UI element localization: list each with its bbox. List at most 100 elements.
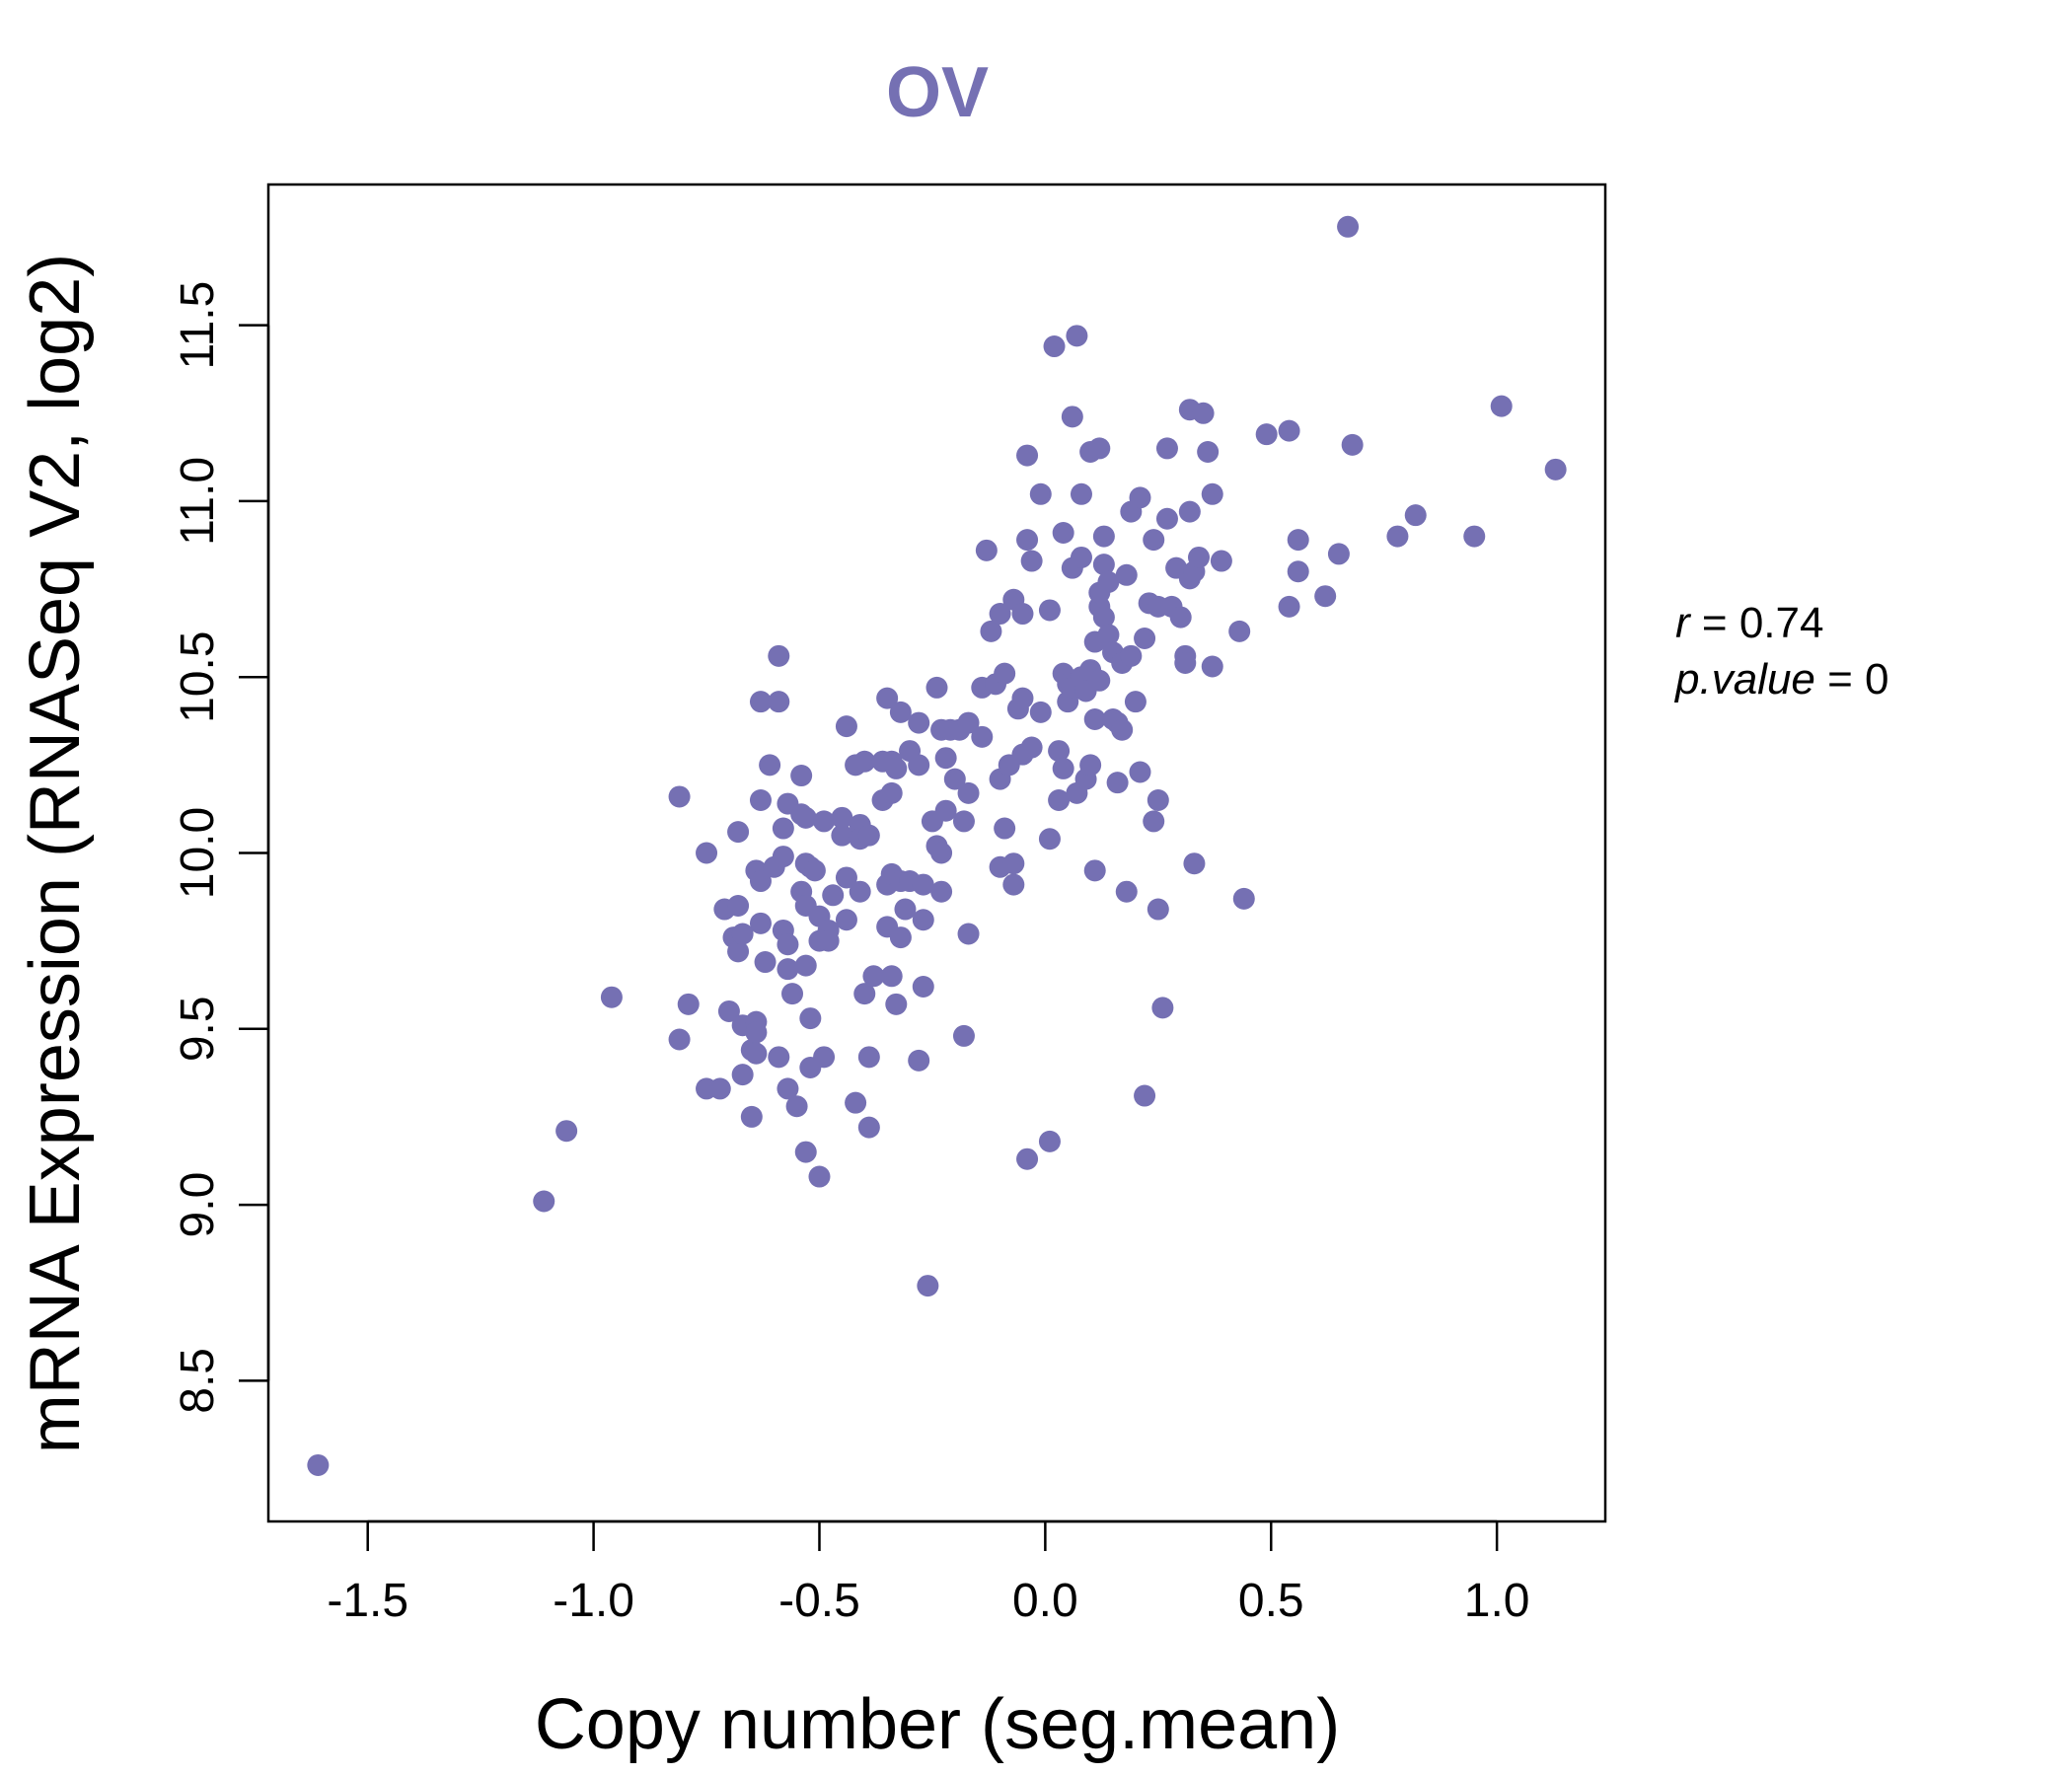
data-point xyxy=(1011,603,1034,626)
data-point xyxy=(1327,543,1350,565)
data-point xyxy=(727,940,750,963)
data-point xyxy=(781,983,804,1005)
y-axis-label: mRNA Expression (RNASeq V2, log2) xyxy=(16,254,95,1453)
data-point xyxy=(754,951,777,974)
data-point xyxy=(1066,325,1088,347)
data-point xyxy=(731,1064,754,1086)
data-point xyxy=(835,909,857,931)
data-point xyxy=(1147,789,1169,812)
data-point xyxy=(1129,761,1151,783)
data-point xyxy=(768,691,790,713)
data-point xyxy=(600,986,623,1008)
data-point xyxy=(1052,522,1074,545)
data-point xyxy=(908,711,930,734)
p-value: 0 xyxy=(1865,655,1888,703)
y-tick-label: 9.0 xyxy=(172,1172,224,1238)
data-point xyxy=(1011,687,1034,709)
y-tick-label: 10.5 xyxy=(172,630,224,722)
x-tick-label: 0.5 xyxy=(1238,1575,1304,1627)
y-tick-label: 9.5 xyxy=(172,996,224,1062)
data-point xyxy=(1020,736,1043,759)
data-point xyxy=(1134,1084,1156,1107)
data-point xyxy=(1255,423,1278,446)
data-point xyxy=(1287,560,1309,583)
data-point xyxy=(808,1165,831,1188)
data-point xyxy=(1147,898,1169,921)
data-point xyxy=(849,880,871,903)
data-point xyxy=(930,880,953,903)
data-point xyxy=(1070,546,1092,568)
data-point xyxy=(1129,486,1151,509)
data-point xyxy=(1386,525,1409,548)
data-point xyxy=(668,785,691,808)
data-point xyxy=(768,1046,790,1069)
data-point xyxy=(1043,335,1066,358)
data-point xyxy=(952,1024,975,1047)
data-point xyxy=(971,725,994,748)
y-tick-label: 8.5 xyxy=(172,1348,224,1414)
data-point xyxy=(777,1077,799,1100)
data-point xyxy=(857,1116,880,1139)
data-point xyxy=(1201,482,1223,505)
data-point xyxy=(880,965,903,988)
data-point xyxy=(1016,444,1039,467)
data-point xyxy=(1016,1147,1039,1170)
data-point xyxy=(1463,525,1486,548)
x-tick-label: 0.0 xyxy=(1012,1575,1078,1627)
x-tick-label: -1.5 xyxy=(327,1575,408,1627)
data-point xyxy=(1120,644,1143,667)
data-point xyxy=(1106,772,1129,794)
data-point xyxy=(1038,1130,1061,1152)
data-point xyxy=(880,781,903,804)
data-point xyxy=(777,958,799,981)
data-point xyxy=(957,923,980,945)
data-point xyxy=(908,1049,930,1072)
y-axis: 8.5 9.0 9.5 10.0 10.5 11.0 11.5 xyxy=(172,281,270,1414)
data-point xyxy=(727,821,750,844)
data-point xyxy=(1337,215,1360,238)
data-point xyxy=(862,965,885,988)
data-point xyxy=(555,1120,578,1143)
data-point xyxy=(533,1190,555,1213)
y-tick-label: 11.0 xyxy=(172,457,224,546)
data-point xyxy=(980,620,1002,642)
data-point xyxy=(1169,606,1192,629)
data-point xyxy=(1314,585,1337,608)
data-point xyxy=(749,789,772,812)
data-point xyxy=(1201,655,1223,678)
y-tick-label: 10.0 xyxy=(172,807,224,899)
data-point xyxy=(717,999,740,1022)
data-point xyxy=(1088,437,1111,460)
data-point xyxy=(1029,482,1052,505)
data-point xyxy=(749,691,772,713)
data-point xyxy=(930,842,953,864)
data-point xyxy=(975,539,998,561)
data-point xyxy=(1124,691,1147,713)
data-point xyxy=(1088,669,1111,692)
data-point xyxy=(912,909,934,931)
p-statistic: p.value = 0 xyxy=(1673,655,1889,703)
data-point xyxy=(799,1007,822,1030)
data-point xyxy=(731,923,754,945)
data-point xyxy=(934,799,957,822)
data-point xyxy=(1278,419,1300,442)
x-axis-label: Copy number (seg.mean) xyxy=(535,1685,1340,1764)
data-point xyxy=(813,810,836,833)
stats-annotation: r = 0.74 p.value = 0 xyxy=(1673,599,1889,703)
data-point xyxy=(817,929,840,952)
data-point xyxy=(952,810,975,833)
data-point xyxy=(1070,482,1092,505)
data-point xyxy=(1178,500,1201,523)
data-point xyxy=(885,757,908,779)
data-point xyxy=(994,662,1016,685)
data-point xyxy=(668,1028,691,1051)
data-point xyxy=(1111,718,1134,741)
data-point xyxy=(749,912,772,934)
data-point xyxy=(1061,406,1083,428)
data-point xyxy=(1029,701,1052,723)
data-point xyxy=(745,1042,768,1065)
data-point xyxy=(889,701,912,723)
data-point xyxy=(822,884,845,907)
r-label: r xyxy=(1675,599,1692,647)
